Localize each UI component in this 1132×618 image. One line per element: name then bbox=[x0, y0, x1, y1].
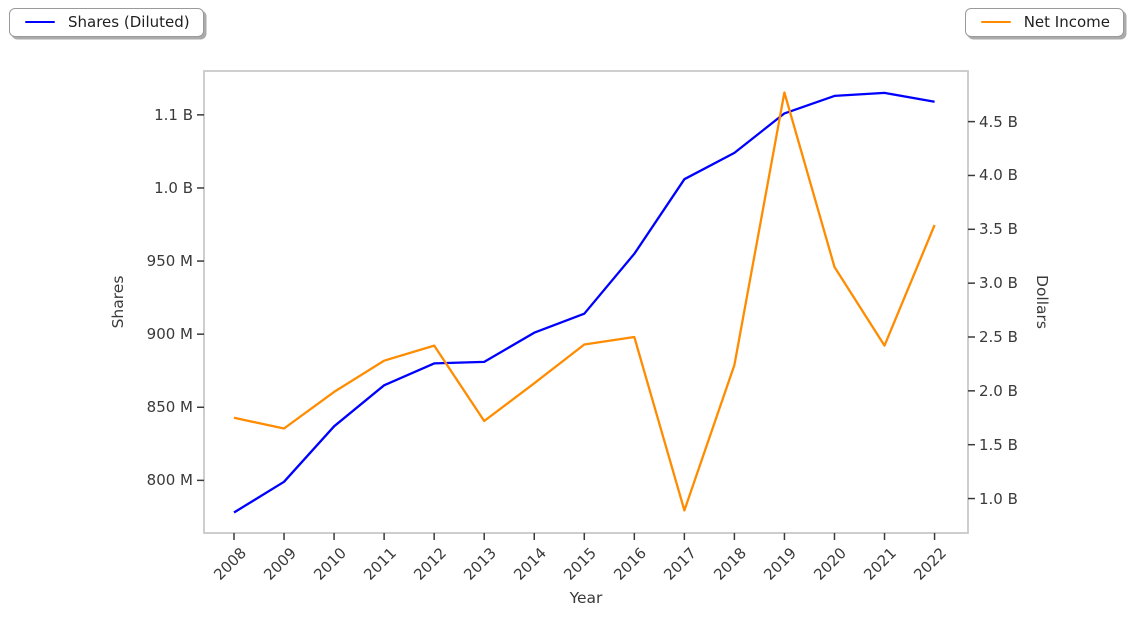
y-left-tick-label: 1.1 B bbox=[154, 105, 193, 124]
y-right-axis-title: Dollars bbox=[1033, 275, 1051, 329]
y-left-axis-title: Shares bbox=[109, 275, 127, 329]
x-axis-title: Year bbox=[569, 589, 603, 607]
y-left-tick-label: 850 M bbox=[146, 398, 193, 417]
tick-marks bbox=[197, 114, 975, 540]
legend-net-income: Net Income bbox=[964, 8, 1124, 37]
y-right-tick-label: 4.5 B bbox=[979, 112, 1018, 131]
y-left-tick-label: 950 M bbox=[146, 252, 193, 271]
net-income-line-swatch bbox=[980, 20, 1011, 24]
legend-shares-label: Shares (Diluted) bbox=[68, 13, 190, 31]
y-left-tick-label: 900 M bbox=[146, 325, 193, 344]
shares-line bbox=[233, 91, 935, 514]
y-right-tick-label: 2.5 B bbox=[979, 328, 1018, 346]
y-right-tick-label: 1.0 B bbox=[979, 489, 1018, 508]
legend-shares: Shares (Diluted) bbox=[9, 8, 204, 37]
y-right-tick-label: 3.5 B bbox=[979, 220, 1018, 239]
legend-net-income-label: Net Income bbox=[1023, 13, 1110, 31]
y-right-tick-label: 4.0 B bbox=[979, 166, 1018, 185]
plot-border bbox=[203, 70, 969, 534]
y-left-tick-label: 1.0 B bbox=[154, 178, 193, 197]
y-left-tick-label: 800 M bbox=[146, 471, 193, 490]
net-income-line bbox=[233, 91, 936, 512]
y-right-tick-label: 1.5 B bbox=[979, 435, 1018, 454]
shares-line-swatch bbox=[25, 20, 55, 24]
y-right-tick-label: 2.0 B bbox=[979, 381, 1018, 400]
y-right-tick-label: 3.0 B bbox=[979, 274, 1018, 293]
